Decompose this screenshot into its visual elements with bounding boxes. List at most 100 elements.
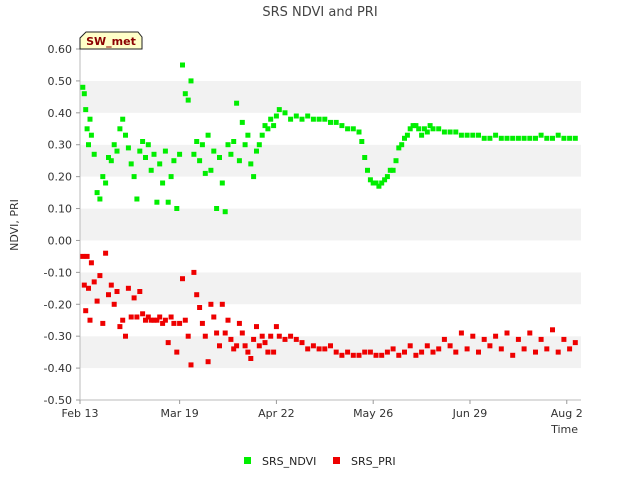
point-srs-pri	[143, 317, 148, 323]
point-srs-pri	[515, 336, 521, 342]
point-srs-pri	[97, 273, 103, 279]
point-srs-ndvi	[88, 132, 94, 138]
point-srs-ndvi	[177, 151, 183, 157]
legend-item-pri: SRS_PRI	[333, 455, 396, 468]
point-srs-ndvi	[157, 161, 163, 167]
point-srs-ndvi	[236, 158, 242, 164]
point-srs-ndvi	[214, 206, 220, 211]
point-srs-pri	[111, 301, 117, 307]
point-srs-ndvi	[464, 132, 470, 138]
point-srs-pri	[108, 282, 114, 288]
point-srs-ndvi	[345, 126, 351, 132]
point-srs-pri	[248, 356, 254, 361]
point-srs-pri	[268, 333, 274, 339]
point-srs-ndvi	[367, 177, 373, 183]
point-srs-pri	[273, 324, 279, 330]
grid-band	[80, 272, 581, 305]
point-srs-pri	[367, 349, 373, 355]
point-srs-ndvi	[265, 126, 271, 132]
point-srs-ndvi	[87, 116, 93, 122]
point-srs-pri	[194, 292, 200, 298]
point-srs-pri	[154, 317, 160, 323]
point-srs-ndvi	[399, 142, 405, 148]
point-srs-pri	[199, 320, 205, 326]
grid-band	[80, 49, 581, 81]
point-srs-ndvi	[527, 135, 533, 141]
point-srs-pri	[356, 352, 362, 358]
point-srs-pri	[254, 324, 259, 330]
legend-label-pri: SRS_PRI	[351, 455, 396, 468]
point-srs-ndvi	[504, 135, 510, 141]
grid-band	[80, 368, 581, 400]
point-srs-ndvi	[219, 180, 225, 186]
point-srs-pri	[453, 349, 459, 355]
point-srs-pri	[145, 314, 151, 320]
point-srs-pri	[441, 336, 447, 342]
point-srs-ndvi	[430, 126, 436, 132]
grid-bands	[80, 49, 581, 400]
point-srs-pri	[225, 317, 231, 323]
point-srs-pri	[177, 320, 183, 326]
x-axis: Feb 13 Mar 19 Apr 22 May 26 Jun 29 Aug 2	[62, 400, 583, 420]
point-srs-pri	[390, 346, 396, 352]
point-srs-pri	[316, 346, 322, 352]
point-srs-pri	[123, 333, 128, 339]
point-srs-ndvi	[259, 132, 265, 138]
point-srs-pri	[544, 346, 550, 352]
y-tick-label: 0.20	[48, 171, 73, 184]
point-srs-ndvi	[538, 132, 544, 138]
point-srs-pri	[328, 343, 333, 349]
point-srs-pri	[205, 359, 211, 365]
point-srs-pri	[504, 330, 510, 336]
point-srs-ndvi	[555, 132, 561, 138]
point-srs-ndvi	[143, 155, 148, 160]
point-srs-ndvi	[427, 123, 433, 129]
data-points	[80, 62, 578, 368]
point-srs-ndvi	[194, 139, 200, 144]
point-srs-pri	[305, 346, 311, 352]
site-badge: SW_met	[79, 31, 143, 50]
point-srs-pri	[100, 320, 106, 326]
point-srs-pri	[259, 333, 265, 339]
point-srs-ndvi	[154, 199, 160, 205]
point-srs-ndvi	[81, 91, 87, 97]
legend-swatch-pri	[333, 457, 340, 464]
point-srs-pri	[137, 289, 143, 294]
point-srs-ndvi	[379, 180, 385, 186]
point-srs-ndvi	[234, 100, 240, 106]
point-srs-pri	[430, 349, 436, 355]
grid-band	[80, 208, 581, 241]
point-srs-pri	[493, 333, 499, 339]
point-srs-pri	[464, 346, 470, 352]
point-srs-ndvi	[288, 116, 294, 122]
x-tick-label: Jun 29	[452, 407, 488, 420]
point-srs-pri	[88, 260, 94, 266]
point-srs-pri	[157, 314, 163, 320]
point-srs-pri	[188, 362, 194, 368]
point-srs-pri	[245, 349, 251, 355]
point-srs-ndvi	[396, 145, 402, 151]
point-srs-pri	[271, 349, 277, 355]
point-srs-pri	[208, 301, 214, 307]
point-srs-ndvi	[171, 158, 177, 164]
point-srs-pri	[125, 285, 131, 291]
grid-band	[80, 336, 581, 369]
x-tick-label: Feb 13	[62, 407, 99, 420]
point-srs-pri	[276, 333, 282, 339]
point-srs-ndvi	[251, 174, 257, 180]
point-srs-pri	[436, 346, 442, 352]
point-srs-pri	[171, 320, 177, 326]
point-srs-pri	[567, 346, 573, 352]
point-srs-ndvi	[125, 145, 131, 151]
grid-band	[80, 80, 581, 113]
point-srs-pri	[211, 314, 217, 320]
point-srs-pri	[84, 253, 90, 259]
point-srs-pri	[134, 314, 140, 320]
point-srs-ndvi	[293, 113, 299, 119]
point-srs-pri	[362, 349, 368, 355]
point-srs-pri	[251, 336, 257, 342]
point-srs-pri	[265, 349, 271, 355]
point-srs-ndvi	[239, 119, 245, 125]
point-srs-pri	[162, 317, 168, 323]
point-srs-ndvi	[91, 151, 97, 157]
